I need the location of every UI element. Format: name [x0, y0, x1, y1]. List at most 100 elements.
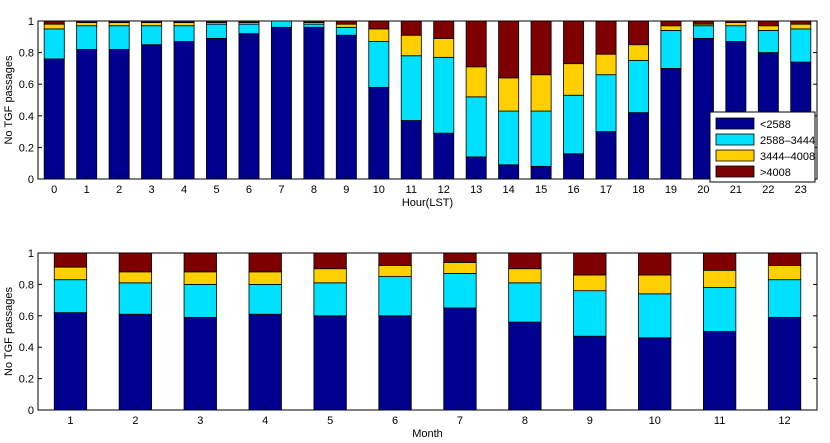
hour-bar-10-series-3 [368, 28, 390, 42]
hour-bar-11-series-2 [400, 55, 422, 121]
month-bar-6-series-3 [378, 265, 412, 277]
month-xtick-label: 5 [327, 415, 333, 427]
hour-bar-9-series-3 [335, 23, 357, 28]
hour-bar-4-series-3 [173, 22, 195, 27]
month-bar-7-series-1 [443, 307, 477, 411]
month-bar-1-series-1 [53, 312, 88, 411]
hour-bar-15-series-3 [530, 74, 552, 112]
hour-xtick-label: 7 [278, 184, 284, 196]
hour-bar-7-series-2 [270, 20, 292, 28]
month-bar-8-series-1 [508, 321, 542, 411]
hour-xtick-label: 13 [470, 184, 482, 196]
month-xtick-label: 9 [587, 415, 593, 427]
month-bar-9-series-4 [573, 252, 607, 276]
month-bar-5-series-1 [313, 315, 347, 411]
month-bar-6-series-2 [378, 276, 412, 317]
month-bar-5-series-3 [313, 268, 347, 284]
hour-bar-0-series-4 [43, 20, 65, 25]
hour-bar-12-series-4 [433, 20, 455, 39]
month-xtick-label: 6 [392, 415, 398, 427]
month-ytick-label: 0.6 [19, 311, 34, 323]
hour-bar-13-series-4 [465, 20, 487, 68]
month-bar-3-series-3 [183, 271, 217, 285]
hour-bar-10-series-1 [368, 86, 390, 180]
month-bar-9-series-2 [573, 290, 607, 337]
hour-bar-2-series-4 [108, 20, 130, 23]
hour-xtick-label: 14 [503, 184, 515, 196]
hour-bar-8-series-2 [303, 23, 325, 28]
hour-bar-9-series-4 [335, 20, 357, 25]
legend: <2588 2588–3444 3444–4008 >4008 [709, 111, 816, 183]
hour-xtick-label: 15 [535, 184, 547, 196]
hour-ytick-label: 0.4 [19, 111, 34, 123]
month-ytick-label: 0.4 [19, 342, 34, 354]
hour-bar-23-series-4 [790, 20, 812, 25]
month-xtick-label: 10 [649, 415, 661, 427]
month-bar-11-series-2 [702, 287, 737, 332]
month-bar-3-series-4 [183, 252, 217, 273]
legend-swatch-1 [715, 117, 755, 130]
month-bar-9-series-1 [573, 335, 607, 411]
hour-bar-1-series-4 [76, 20, 98, 23]
month-bar-11-series-3 [702, 269, 737, 288]
hour-plot-frame [37, 20, 818, 180]
hour-ytick-label: 0.6 [19, 79, 34, 91]
hour-bar-19-series-4 [660, 20, 682, 27]
hour-bar-16-series-3 [563, 63, 585, 96]
month-bar-4-series-3 [248, 271, 282, 285]
hour-bar-1-series-2 [76, 25, 98, 50]
month-bar-1-series-2 [53, 279, 88, 314]
hour-bar-10-series-4 [368, 20, 390, 30]
hour-bar-9-series-2 [335, 26, 357, 36]
hour-x-axis: 0 1 2 3 4 5 6 7 8 9 10 11 12 13 14 15 16 17 18 19 20 21 22 23 [51, 175, 807, 196]
hour-xtick-label: 18 [632, 184, 644, 196]
legend-label-3: 3444–4008 [760, 151, 815, 163]
month-ytick-label: 0.8 [19, 279, 34, 291]
month-bar-4-series-1 [248, 313, 282, 411]
hour-bar-17-series-1 [595, 131, 617, 180]
hour-y-axis: 0 0.2 0.4 0.6 0.8 1 [19, 16, 817, 186]
hour-xtick-label: 9 [343, 184, 349, 196]
hour-bar-4-series-1 [173, 41, 195, 180]
hour-bar-21-series-4 [725, 20, 747, 23]
hour-xtick-label: 5 [213, 184, 219, 196]
month-xtick-label: 1 [67, 415, 73, 427]
hour-bar-21-series-3 [725, 22, 747, 27]
legend-label-4: >4008 [760, 167, 791, 179]
month-x-axis-label: Month [412, 428, 443, 440]
legend-label-1: <2588 [760, 119, 791, 131]
month-plot-frame [37, 252, 818, 411]
month-y-axis: 0 0.2 0.4 0.6 0.8 1 [19, 248, 817, 417]
hour-bar-6-series-4 [238, 20, 260, 23]
hour-bar-22-series-3 [757, 25, 779, 31]
hour-bar-5-series-1 [206, 37, 227, 180]
month-xtick-label: 4 [262, 415, 268, 427]
hour-bar-0-series-3 [43, 23, 65, 30]
hour-bar-3-series-4 [141, 20, 163, 23]
hour-bar-12-series-1 [433, 132, 455, 180]
hour-xtick-label: 6 [246, 184, 252, 196]
hour-bar-11-series-1 [400, 120, 422, 180]
hour-bar-19-series-3 [660, 25, 682, 31]
month-xtick-label: 11 [714, 415, 725, 427]
hour-xtick-label: 11 [406, 184, 417, 196]
month-bar-8-series-3 [508, 268, 542, 284]
month-bar-9-series-3 [573, 274, 607, 292]
hour-bar-2-series-1 [108, 49, 130, 180]
hour-bar-13-series-2 [465, 96, 487, 158]
month-bar-3-series-2 [183, 283, 217, 318]
month-bar-4-series-2 [248, 283, 282, 315]
hour-bar-16-series-2 [563, 94, 585, 155]
month-xtick-label: 7 [457, 415, 463, 427]
hour-bar-20-series-4 [692, 20, 714, 25]
hour-chart: 00.20.40.60.81 0 1 2 3 4 5 6 7 8 9 10 11 12 13 14 15 16 1… [3, 16, 818, 209]
legend-label-2: 2588–3444 [760, 135, 815, 147]
hour-xtick-label: 19 [665, 184, 677, 196]
month-y-axis-label: No TGF passages [3, 286, 15, 376]
hour-xtick-label: 16 [567, 184, 579, 196]
month-bar-6-series-4 [378, 252, 412, 266]
month-bar-12-series-2 [767, 279, 802, 318]
month-bar-3-series-1 [183, 316, 217, 411]
hour-bar-6-series-2 [238, 23, 260, 35]
hour-bars [43, 20, 812, 180]
